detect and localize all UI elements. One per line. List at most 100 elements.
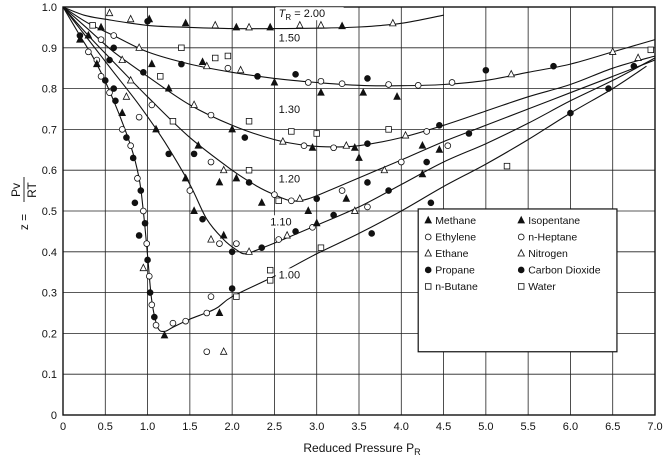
data-point-circle-open [152, 321, 160, 329]
legend-box [417, 208, 618, 353]
data-point-triangle-open [317, 20, 325, 29]
legend-marker-methane [424, 215, 433, 224]
data-point-circle-open [288, 197, 295, 205]
data-point-triangle-open [245, 22, 253, 31]
data-point-circle-open [148, 101, 156, 109]
data-point-triangle-filled [198, 57, 207, 66]
data-point-triangle-open [283, 230, 291, 239]
curve-label: TR = 2.00 [279, 8, 325, 22]
data-point-circle-filled [110, 44, 118, 52]
data-point-circle-open [444, 142, 452, 150]
data-point-circle-filled [258, 244, 266, 252]
data-point-triangle-filled [312, 218, 321, 227]
data-point-circle-open [127, 142, 134, 150]
data-point-circle-open [203, 348, 211, 356]
data-point-triangle-open [608, 47, 617, 55]
data-point-triangle-filled [228, 124, 236, 133]
data-point-circle-open [207, 293, 215, 300]
legend-label-water: Water [528, 281, 556, 293]
x-axis-label: Reduced Pressure PR [303, 441, 421, 457]
data-point-square-open [317, 244, 325, 251]
data-point-triangle-filled [215, 177, 224, 186]
data-point-circle-filled [482, 66, 490, 74]
data-point-square-open [89, 22, 96, 29]
data-point-square-open [647, 46, 654, 54]
legend-label-n-butane: n-Butane [435, 281, 478, 293]
data-point-circle-open [275, 236, 282, 243]
data-point-square-open [385, 126, 392, 133]
data-point-circle-open [145, 272, 153, 280]
data-point-circle-filled [137, 187, 145, 194]
data-point-triangle-filled [97, 22, 105, 31]
data-point-circle-filled [313, 195, 321, 203]
data-point-square-open [245, 166, 253, 174]
data-point-circle-filled [436, 122, 443, 129]
data-point-circle-open [97, 36, 105, 43]
data-points [76, 8, 654, 356]
data-point-circle-filled [112, 97, 119, 105]
curve-label: 1.50 [279, 33, 300, 45]
legend-marker-isopentane [517, 215, 526, 224]
y-tick-label: 0.8 [42, 84, 57, 96]
y-tick-label: 0.3 [42, 288, 57, 300]
data-point-circle-open [106, 89, 113, 96]
data-point-triangle-open [126, 75, 135, 84]
data-point-circle-open [203, 309, 211, 317]
data-point-triangle-filled [160, 330, 169, 339]
data-point-circle-filled [131, 199, 139, 207]
data-point-triangle-open [139, 263, 148, 272]
data-point-circle-open [317, 77, 325, 85]
data-point-circle-filled [106, 56, 113, 64]
data-point-circle-filled [144, 256, 151, 264]
data-point-circle-filled [151, 313, 158, 321]
data-point-triangle-open [122, 92, 131, 100]
data-point-circle-filled [330, 211, 337, 219]
data-point-triangle-filled [181, 173, 190, 182]
y-axis-ticks: 0 0.1 0.2 0.3 0.4 0.5 0.6 0.7 0.8 0.9 1.0 [42, 2, 57, 422]
plot-frame [62, 6, 656, 416]
data-point-triangle-filled [76, 34, 84, 43]
data-point-square-open [178, 44, 185, 51]
y-tick-label: 0.9 [42, 43, 57, 55]
data-point-triangle-open [295, 20, 304, 29]
data-point-circle-filled [427, 199, 435, 207]
data-point-triangle-filled [257, 198, 266, 206]
y-tick-label: 0.5 [42, 206, 57, 218]
legend-label-ethylene: Ethylene [435, 231, 476, 243]
data-point-circle-filled [254, 73, 261, 80]
legend-marker-ethylene [424, 233, 432, 241]
data-point-square-open [288, 128, 295, 135]
data-point-triangle-filled [181, 18, 190, 27]
data-point-triangle-open [118, 55, 127, 63]
data-point-circle-filled [178, 60, 185, 68]
data-point-circle-filled [76, 32, 84, 39]
data-point-circle-filled [165, 150, 173, 158]
data-point-circle-open [134, 175, 141, 182]
x-tick-label: 0.5 [98, 421, 113, 433]
y-tick-label: 0 [51, 410, 57, 422]
data-point-triangle-filled [338, 21, 346, 30]
data-point-circle-open [85, 48, 92, 56]
legend-label-isopentane: Isopentane [528, 215, 580, 227]
y-tick-label: 0.1 [42, 369, 57, 381]
curve-label: 1.10 [270, 216, 291, 228]
x-tick-label: 1.5 [182, 421, 197, 433]
legend-marker-n-butane [424, 283, 432, 290]
data-point-triangle-open [388, 18, 397, 27]
data-point-triangle-filled [317, 87, 325, 96]
data-point-triangle-open [295, 194, 304, 202]
y-tick-label: 0.6 [42, 165, 57, 177]
data-point-triangle-filled [190, 206, 198, 214]
data-point-circle-filled [605, 85, 612, 92]
data-point-circle-open [233, 240, 240, 247]
legend-label-ethane: Ethane [435, 248, 468, 260]
legend-label-nitrogen: Nitrogen [528, 248, 568, 260]
data-point-triangle-open [245, 247, 253, 255]
x-tick-label: 6.5 [605, 421, 620, 433]
data-point-square-open [313, 130, 320, 137]
data-point-circle-filled [364, 75, 371, 82]
data-point-triangle-filled [84, 30, 93, 39]
data-point-triangle-filled [308, 143, 317, 151]
data-point-circle-filled [123, 134, 130, 141]
data-point-circle-open [397, 158, 405, 166]
